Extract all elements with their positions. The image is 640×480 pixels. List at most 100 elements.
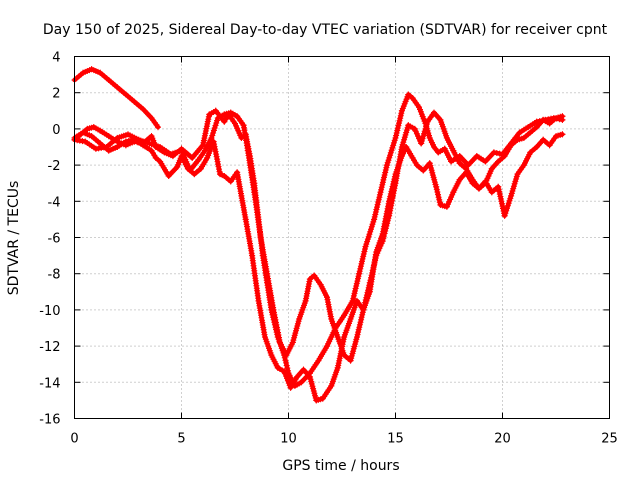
chart-title: Day 150 of 2025, Sidereal Day-to-day VTE… [43, 22, 608, 38]
data-point [424, 118, 431, 125]
data-point [319, 395, 326, 402]
data-point [488, 189, 495, 196]
data-point [420, 167, 427, 174]
data-point [122, 138, 129, 145]
data-point [187, 167, 194, 174]
data-point [433, 183, 440, 190]
data-point [448, 158, 455, 165]
data-point [105, 77, 112, 84]
data-point [268, 352, 275, 359]
data-point [431, 144, 438, 150]
data-point [324, 294, 331, 301]
data-point [221, 111, 228, 118]
data-point [495, 158, 502, 165]
series-day-to-day-2 [71, 91, 566, 389]
y-tick-label: -8 [48, 268, 61, 283]
data-point [334, 334, 341, 341]
data-point [154, 124, 161, 131]
data-point [197, 165, 204, 172]
data-point [373, 252, 380, 259]
data-point [463, 165, 470, 172]
data-point [257, 234, 264, 241]
data-point [334, 364, 341, 371]
data-point [88, 133, 95, 140]
data-point [392, 180, 399, 187]
x-axis-label: GPS time / hours [282, 458, 399, 474]
data-point [501, 212, 508, 219]
data-point [450, 147, 457, 154]
data-point [261, 334, 268, 341]
data-point [251, 189, 258, 196]
data-point [306, 276, 313, 283]
data-point [409, 154, 416, 161]
data-point [281, 368, 288, 375]
data-point [431, 109, 438, 116]
data-point [212, 107, 219, 114]
data-point [386, 212, 393, 219]
data-point [360, 306, 367, 313]
data-point [294, 373, 301, 380]
data-point [435, 149, 442, 156]
data-point [520, 134, 527, 141]
data-point [546, 120, 553, 127]
data-point [148, 133, 155, 140]
data-point [527, 129, 534, 136]
data-point [157, 158, 164, 165]
data-point [92, 145, 99, 152]
data-point [274, 364, 281, 371]
data-point [289, 339, 296, 346]
data-point [501, 153, 508, 160]
data-point [204, 154, 211, 161]
data-point [249, 252, 256, 259]
data-point [405, 122, 412, 129]
data-point [398, 107, 405, 114]
data-point [426, 134, 433, 141]
data-point [456, 160, 463, 167]
data-point [240, 122, 247, 129]
data-point [165, 172, 172, 179]
series-trace [72, 66, 161, 130]
data-point [146, 140, 153, 147]
data-point [437, 116, 444, 123]
data-point [490, 149, 497, 156]
data-point [465, 162, 472, 169]
x-tick-label: 25 [601, 432, 618, 447]
data-point [208, 134, 215, 141]
data-point [317, 281, 324, 288]
data-point [533, 144, 540, 150]
y-tick-label: -10 [39, 304, 60, 319]
data-point [356, 270, 363, 277]
data-point [559, 113, 566, 120]
data-point [482, 158, 489, 165]
data-point [97, 140, 104, 147]
data-point [80, 129, 87, 136]
data-point [227, 109, 234, 116]
x-tick-label: 0 [70, 432, 78, 447]
data-point [276, 339, 283, 346]
data-point [347, 315, 354, 322]
data-point [437, 201, 444, 208]
y-axis-label: SDTVAR / TECUs [6, 181, 22, 296]
data-point [418, 140, 425, 147]
data-point [105, 147, 112, 154]
plus-markers [71, 66, 161, 131]
data-point [242, 216, 249, 223]
y-tick-label: 0 [52, 123, 60, 138]
data-point [469, 176, 476, 183]
data-point [234, 113, 241, 120]
data-point [546, 142, 553, 149]
data-point [311, 272, 318, 279]
data-point [217, 171, 224, 178]
data-point [306, 373, 313, 380]
y-tick-label: 2 [52, 87, 60, 102]
data-point [189, 154, 196, 161]
data-point [238, 192, 245, 199]
data-point [148, 115, 155, 122]
data-point [114, 134, 121, 141]
data-point [114, 144, 121, 150]
data-point [199, 142, 206, 149]
data-point [353, 334, 360, 341]
data-point [520, 162, 527, 169]
